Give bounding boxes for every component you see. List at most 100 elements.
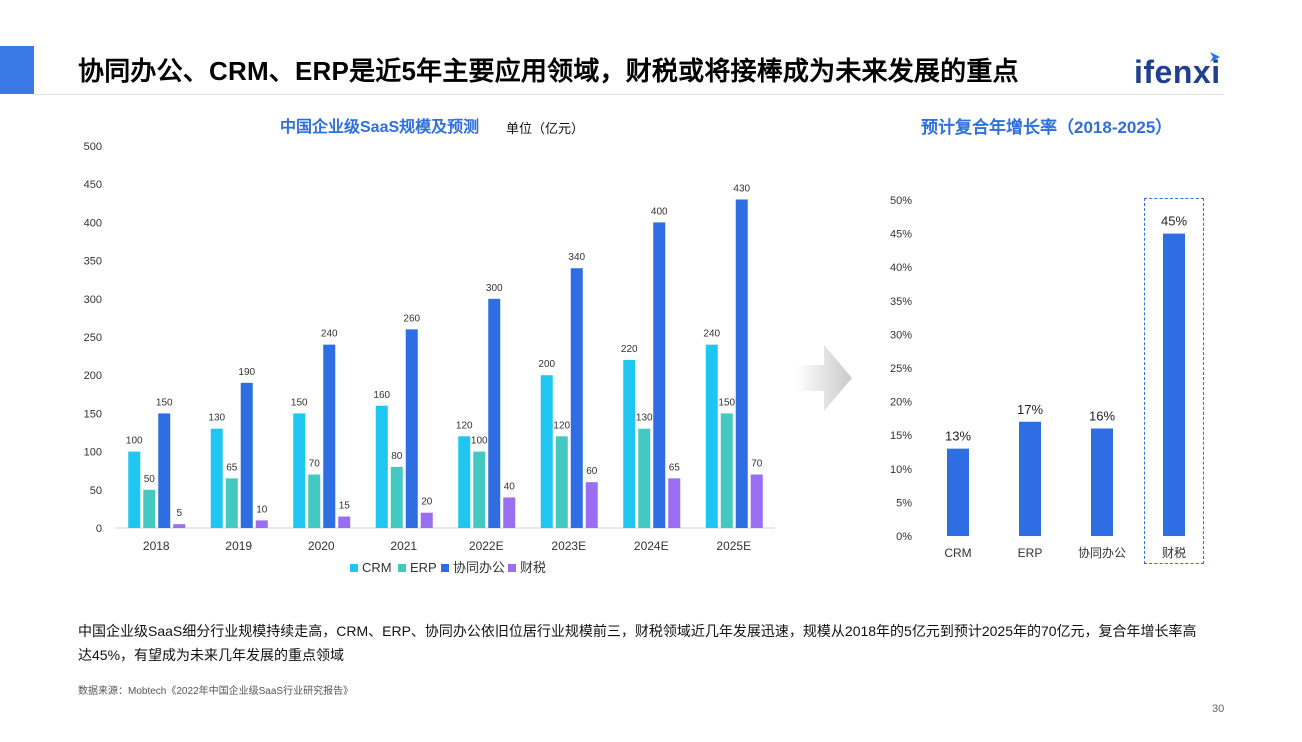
y-tick-label: 0% bbox=[896, 531, 912, 543]
x-tick-label: 2022E bbox=[469, 539, 504, 553]
y-tick-label: 500 bbox=[84, 141, 102, 153]
data-label: 240 bbox=[321, 329, 338, 340]
legend-label: 财税 bbox=[520, 560, 546, 575]
x-tick-label: 协同办公 bbox=[1078, 545, 1126, 560]
data-label: 260 bbox=[403, 313, 420, 324]
right-arrow-icon bbox=[796, 345, 852, 411]
ifenxi-logo: ifenxi bbox=[1134, 54, 1221, 90]
right-chart-title: 预计复合年增长率（2018-2025） bbox=[921, 118, 1173, 137]
bar-ERP-2022E bbox=[473, 451, 486, 528]
legend-swatch bbox=[350, 564, 358, 572]
y-tick-label: 50 bbox=[90, 485, 102, 497]
legend-label: CRM bbox=[362, 560, 392, 575]
bar-ERP bbox=[1019, 421, 1041, 536]
y-tick-label: 20% bbox=[890, 397, 912, 409]
legend-label: ERP bbox=[410, 560, 437, 575]
y-tick-label: 35% bbox=[890, 296, 912, 308]
x-tick-label: CRM bbox=[944, 546, 971, 560]
data-label: 20 bbox=[421, 497, 433, 508]
data-label: 70 bbox=[309, 459, 321, 470]
y-tick-label: 15% bbox=[890, 430, 912, 442]
x-tick-label: 2023E bbox=[551, 539, 586, 553]
y-tick-label: 200 bbox=[84, 370, 102, 382]
y-tick-label: 5% bbox=[896, 497, 912, 509]
bar-CRM-2019 bbox=[210, 428, 223, 528]
data-label: 80 bbox=[391, 451, 403, 462]
data-label: 100 bbox=[126, 436, 143, 447]
x-tick-label: 2025E bbox=[716, 539, 751, 553]
summary-text: 中国企业级SaaS细分行业规模持续走高，CRM、ERP、协同办公依旧位居行业规模… bbox=[78, 623, 1197, 663]
x-tick-label: 2021 bbox=[390, 539, 417, 553]
highlight-box bbox=[1144, 198, 1204, 564]
y-tick-label: 40% bbox=[890, 262, 912, 274]
bar-协同办公-2018 bbox=[158, 413, 171, 528]
legend-swatch bbox=[398, 564, 406, 572]
bar-CRM-2025E bbox=[705, 344, 718, 528]
bar-协同办公-2021 bbox=[405, 329, 418, 528]
bar-CRM-2021 bbox=[375, 405, 388, 528]
data-label: 150 bbox=[291, 397, 308, 408]
bar-财税-2018 bbox=[173, 524, 186, 528]
bar-ERP-2025E bbox=[720, 413, 733, 528]
y-tick-label: 25% bbox=[890, 363, 912, 375]
data-label: 130 bbox=[208, 413, 225, 424]
data-label: 45% bbox=[1161, 214, 1187, 229]
data-label: 15 bbox=[339, 501, 351, 512]
data-label: 400 bbox=[651, 206, 668, 217]
x-tick-label: 2024E bbox=[634, 539, 669, 553]
y-tick-label: 30% bbox=[890, 329, 912, 341]
bar-财税-2021 bbox=[420, 512, 433, 528]
y-tick-label: 450 bbox=[84, 179, 102, 191]
page-number: 30 bbox=[1212, 703, 1225, 715]
title-divider bbox=[34, 94, 1224, 95]
data-label: 17% bbox=[1017, 402, 1043, 417]
data-label: 150 bbox=[156, 397, 173, 408]
bar-ERP-2024E bbox=[638, 428, 651, 528]
bar-CRM-2024E bbox=[623, 359, 636, 528]
data-label: 190 bbox=[238, 367, 255, 378]
bar-ERP-2021 bbox=[390, 466, 403, 528]
y-tick-label: 100 bbox=[84, 447, 102, 459]
data-label: 100 bbox=[471, 436, 488, 447]
bar-协同办公-2023E bbox=[570, 268, 583, 528]
data-label: 16% bbox=[1089, 408, 1115, 423]
x-tick-label: 2019 bbox=[225, 539, 252, 553]
bar-财税-2019 bbox=[255, 520, 268, 528]
data-label: 300 bbox=[486, 283, 503, 294]
bar-财税-2020 bbox=[338, 516, 351, 528]
data-label: 70 bbox=[751, 459, 763, 470]
bar-协同办公-2022E bbox=[488, 298, 501, 528]
y-tick-label: 350 bbox=[84, 256, 102, 268]
legend-swatch bbox=[508, 564, 516, 572]
x-tick-label: 财税 bbox=[1162, 546, 1186, 560]
data-label: 5 bbox=[176, 508, 182, 519]
y-tick-label: 45% bbox=[890, 229, 912, 241]
data-label: 13% bbox=[945, 429, 971, 444]
data-label: 220 bbox=[621, 344, 638, 355]
logo-arrow-icon bbox=[1210, 52, 1220, 62]
bar-协同办公-2025E bbox=[735, 199, 748, 528]
bar-ERP-2023E bbox=[555, 436, 568, 528]
source-note: 数据来源：Mobtech《2022年中国企业级SaaS行业研究报告》 bbox=[78, 686, 354, 697]
bar-财税-2023E bbox=[585, 482, 598, 528]
bar-协同办公 bbox=[1091, 428, 1113, 536]
bar-财税 bbox=[1163, 233, 1185, 536]
y-tick-label: 400 bbox=[84, 217, 102, 229]
bar-协同办公-2024E bbox=[653, 222, 666, 528]
data-label: 60 bbox=[586, 466, 598, 477]
bar-ERP-2019 bbox=[225, 478, 238, 528]
y-tick-label: 10% bbox=[890, 464, 912, 476]
data-label: 150 bbox=[718, 397, 735, 408]
data-label: 10 bbox=[256, 504, 268, 515]
cagr-bar-chart: 0% 5% 10% 15% 20% 25% 30% 35% 40% 45% 50% 13% CRM 17%… bbox=[890, 195, 1187, 560]
bar-财税-2025E bbox=[750, 474, 763, 528]
legend-label: 协同办公 bbox=[453, 560, 505, 575]
data-label: 160 bbox=[373, 390, 390, 401]
x-tick-label: ERP bbox=[1018, 546, 1043, 560]
y-tick-label: 300 bbox=[84, 294, 102, 306]
page-title: 协同办公、CRM、ERP是近5年主要应用领域，财税或将接棒成为未来发展的重点 bbox=[78, 56, 1019, 86]
x-tick-label: 2020 bbox=[308, 539, 335, 553]
bar-CRM bbox=[947, 448, 969, 536]
bar-协同办公-2020 bbox=[323, 344, 336, 528]
left-chart-title: 中国企业级SaaS规模及预测 bbox=[280, 119, 480, 136]
